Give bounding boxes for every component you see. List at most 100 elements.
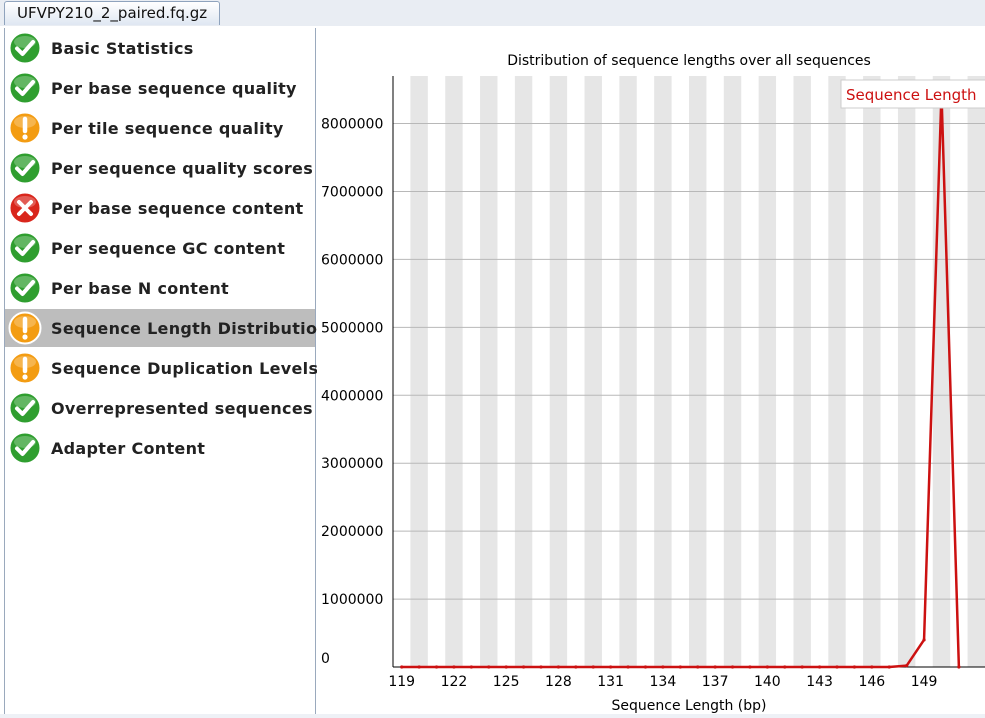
stripe-band — [723, 76, 742, 667]
legend-entry: Sequence Length — [846, 86, 977, 104]
data-point — [643, 665, 648, 669]
y-tick-label: 0 — [321, 651, 330, 667]
x-tick-label: 140 — [754, 674, 781, 690]
check-icon — [8, 391, 42, 425]
data-point — [417, 665, 421, 669]
module-item-per-tile-sequence-quality[interactable]: Per tile sequence quality — [5, 109, 315, 147]
module-label: Per base sequence content — [51, 198, 304, 218]
data-point — [556, 665, 561, 669]
y-tick-label: 7000000 — [321, 184, 383, 200]
stripe-band — [480, 76, 498, 667]
data-point — [434, 665, 439, 669]
module-item-per-base-sequence-content[interactable]: Per base sequence content — [5, 189, 315, 227]
stripe-band — [793, 76, 811, 667]
data-point — [887, 665, 891, 669]
data-point — [713, 665, 717, 669]
stripe-band — [689, 76, 707, 667]
module-item-per-sequence-gc-content[interactable]: Per sequence GC content — [5, 229, 315, 267]
chart-area: 0 1000000 2000000 3000000 4000000 5000000 6000… — [317, 28, 985, 714]
stripe-band — [967, 76, 985, 667]
stripe-band — [514, 76, 533, 667]
file-tab[interactable]: UFVPY210_2_paired.fq.gz — [4, 1, 221, 25]
module-label: Basic Statistics — [51, 38, 194, 58]
x-tick-label: 122 — [441, 674, 468, 690]
module-item-sequence-duplication-levels[interactable]: Sequence Duplication Levels — [5, 349, 319, 387]
x-tick-label: 128 — [545, 674, 572, 690]
stripe-band — [897, 76, 916, 667]
data-point — [852, 665, 857, 669]
data-point — [957, 665, 961, 669]
data-point — [748, 665, 752, 669]
module-label: Overrepresented sequences — [51, 398, 313, 418]
warning-icon — [8, 351, 42, 385]
stripe-band — [410, 76, 428, 667]
data-point — [521, 665, 526, 669]
data-point — [626, 665, 630, 669]
x-tick-label: 125 — [493, 674, 520, 690]
stripe-band — [445, 76, 463, 667]
data-point — [609, 665, 613, 669]
stripe-band — [828, 76, 846, 667]
warning-icon — [8, 111, 42, 145]
data-point — [783, 665, 787, 669]
check-icon — [8, 231, 42, 265]
x-tick-label: 143 — [806, 674, 833, 690]
module-label: Per sequence quality scores — [51, 158, 314, 178]
legend-box — [840, 79, 985, 109]
data-point — [539, 665, 543, 669]
module-item-sequence-length-distribution[interactable]: Sequence Length Distribution — [5, 309, 329, 347]
module-item-per-base-n-content[interactable]: Per base N content — [5, 269, 315, 307]
check-icon — [8, 31, 42, 65]
x-axis-label: Sequence Length (bp) — [612, 698, 767, 714]
check-icon — [8, 151, 42, 185]
y-tick-label: 8000000 — [321, 117, 383, 133]
module-item-per-sequence-quality-scores[interactable]: Per sequence quality scores — [5, 149, 315, 187]
y-tick-label: 4000000 — [321, 388, 383, 404]
file-tab-bar: UFVPY210_2_paired.fq.gz — [0, 0, 985, 27]
module-label: Per tile sequence quality — [51, 118, 284, 138]
data-point — [730, 665, 735, 669]
data-point — [870, 665, 874, 669]
data-point — [800, 665, 804, 669]
x-tick-label: 137 — [702, 674, 729, 690]
y-tick-label: 2000000 — [321, 524, 383, 540]
check-icon — [8, 71, 42, 105]
data-point — [400, 665, 404, 669]
stripe-band — [932, 76, 951, 667]
y-tick-label: 1000000 — [321, 592, 383, 608]
warning-icon — [8, 311, 42, 345]
x-tick-label: 146 — [858, 674, 885, 690]
module-label: Sequence Duplication Levels — [51, 358, 319, 378]
stripe-band — [584, 76, 602, 667]
sequence-length-chart: 0 1000000 2000000 3000000 4000000 5000000 6000… — [321, 53, 985, 714]
x-tick-label: 134 — [650, 674, 677, 690]
stripe-band — [758, 76, 777, 667]
data-point — [452, 665, 456, 669]
chart-title: Distribution of sequence lengths over al… — [507, 53, 871, 69]
module-item-adapter-content[interactable]: Adapter Content — [5, 429, 315, 467]
y-tick-label: 6000000 — [321, 252, 383, 268]
data-point — [487, 665, 491, 669]
data-point — [835, 665, 839, 669]
check-icon — [8, 431, 42, 465]
module-label: Per sequence GC content — [51, 238, 286, 258]
x-tick-label: 131 — [597, 674, 624, 690]
data-point — [574, 665, 578, 669]
module-label: Adapter Content — [51, 438, 206, 458]
data-point — [591, 665, 595, 669]
stripe-band — [863, 76, 881, 667]
cross-icon — [8, 191, 42, 225]
stripe-band — [549, 76, 568, 667]
y-tick-label: 5000000 — [321, 320, 383, 336]
data-point — [678, 665, 682, 669]
data-point — [469, 665, 473, 669]
data-point — [905, 664, 909, 668]
x-tick-label: 149 — [911, 674, 938, 690]
y-tick-label: 3000000 — [321, 456, 383, 472]
module-item-overrepresented-sequences[interactable]: Overrepresented sequences — [5, 389, 315, 427]
module-item-basic-statistics[interactable]: Basic Statistics — [5, 29, 315, 67]
module-label: Per base sequence quality — [51, 78, 297, 98]
module-item-per-base-sequence-quality[interactable]: Per base sequence quality — [5, 69, 315, 107]
data-point — [661, 665, 665, 669]
data-point — [817, 665, 822, 669]
